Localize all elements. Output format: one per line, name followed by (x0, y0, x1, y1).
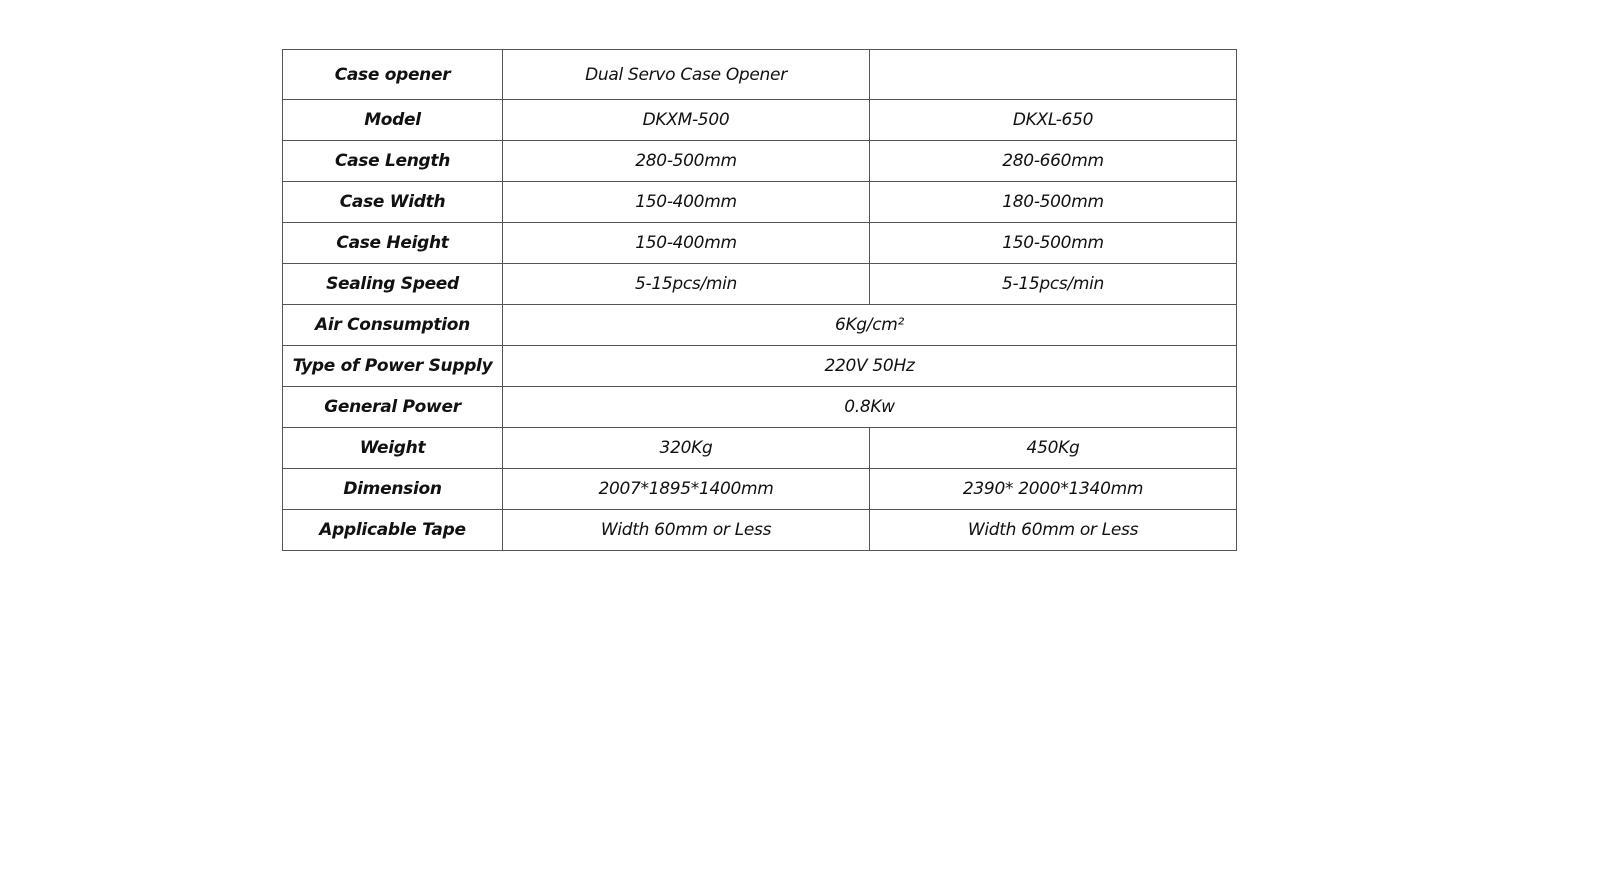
row-value: 0.8Kw (502, 386, 1237, 428)
table-row: Applicable Tape Width 60mm or Less Width 6… (282, 509, 1237, 551)
table-row: Sealing Speed 5-15pcs/min 5-15pcs/min (282, 263, 1237, 305)
row-value: Width 60mm or Less (502, 509, 870, 551)
table-row: Weight 320Kg 450Kg (282, 427, 1237, 469)
row-value: 450Kg (869, 427, 1237, 469)
row-value: DKXL-650 (869, 99, 1237, 141)
table-row: Case Length 280-500mm 280-660mm (282, 140, 1237, 182)
row-value: Width 60mm or Less (869, 509, 1237, 551)
row-value: 6Kg/cm² (502, 304, 1237, 346)
row-value: 5-15pcs/min (502, 263, 870, 305)
row-value: 320Kg (502, 427, 870, 469)
table-row: Type of Power Supply 220V 50Hz (282, 345, 1237, 387)
table-row: Case opener Dual Servo Case Opener (282, 49, 1237, 100)
table-row: Case Height 150-400mm 150-500mm (282, 222, 1237, 264)
row-label: Case opener (282, 49, 503, 100)
row-value: 5-15pcs/min (869, 263, 1237, 305)
spec-table-body: Case opener Dual Servo Case Opener Model DK… (282, 49, 1237, 551)
row-label: Model (282, 99, 503, 141)
row-value: Dual Servo Case Opener (502, 49, 870, 100)
row-label: Weight (282, 427, 503, 469)
row-value (869, 49, 1237, 100)
row-value: 2390* 2000*1340mm (869, 468, 1237, 510)
row-value: 180-500mm (869, 181, 1237, 223)
row-label: Sealing Speed (282, 263, 503, 305)
row-label: Case Width (282, 181, 503, 223)
table-row: Air Consumption 6Kg/cm² (282, 304, 1237, 346)
table-row: Model DKXM-500 DKXL-650 (282, 99, 1237, 141)
row-label: General Power (282, 386, 503, 428)
table-row: Dimension 2007*1895*1400mm 2390* 2000*1340… (282, 468, 1237, 510)
row-label: Applicable Tape (282, 509, 503, 551)
row-label: Air Consumption (282, 304, 503, 346)
row-value: 150-400mm (502, 222, 870, 264)
row-value: 280-660mm (869, 140, 1237, 182)
row-label: Dimension (282, 468, 503, 510)
row-value: 2007*1895*1400mm (502, 468, 870, 510)
row-label: Case Length (282, 140, 503, 182)
row-value: 150-400mm (502, 181, 870, 223)
row-value: 280-500mm (502, 140, 870, 182)
table-row: Case Width 150-400mm 180-500mm (282, 181, 1237, 223)
row-value: 150-500mm (869, 222, 1237, 264)
table-row: General Power 0.8Kw (282, 386, 1237, 428)
row-value: DKXM-500 (502, 99, 870, 141)
spec-table: Case opener Dual Servo Case Opener Model DK… (282, 49, 1237, 551)
row-label: Case Height (282, 222, 503, 264)
row-value: 220V 50Hz (502, 345, 1237, 387)
row-label: Type of Power Supply (282, 345, 503, 387)
